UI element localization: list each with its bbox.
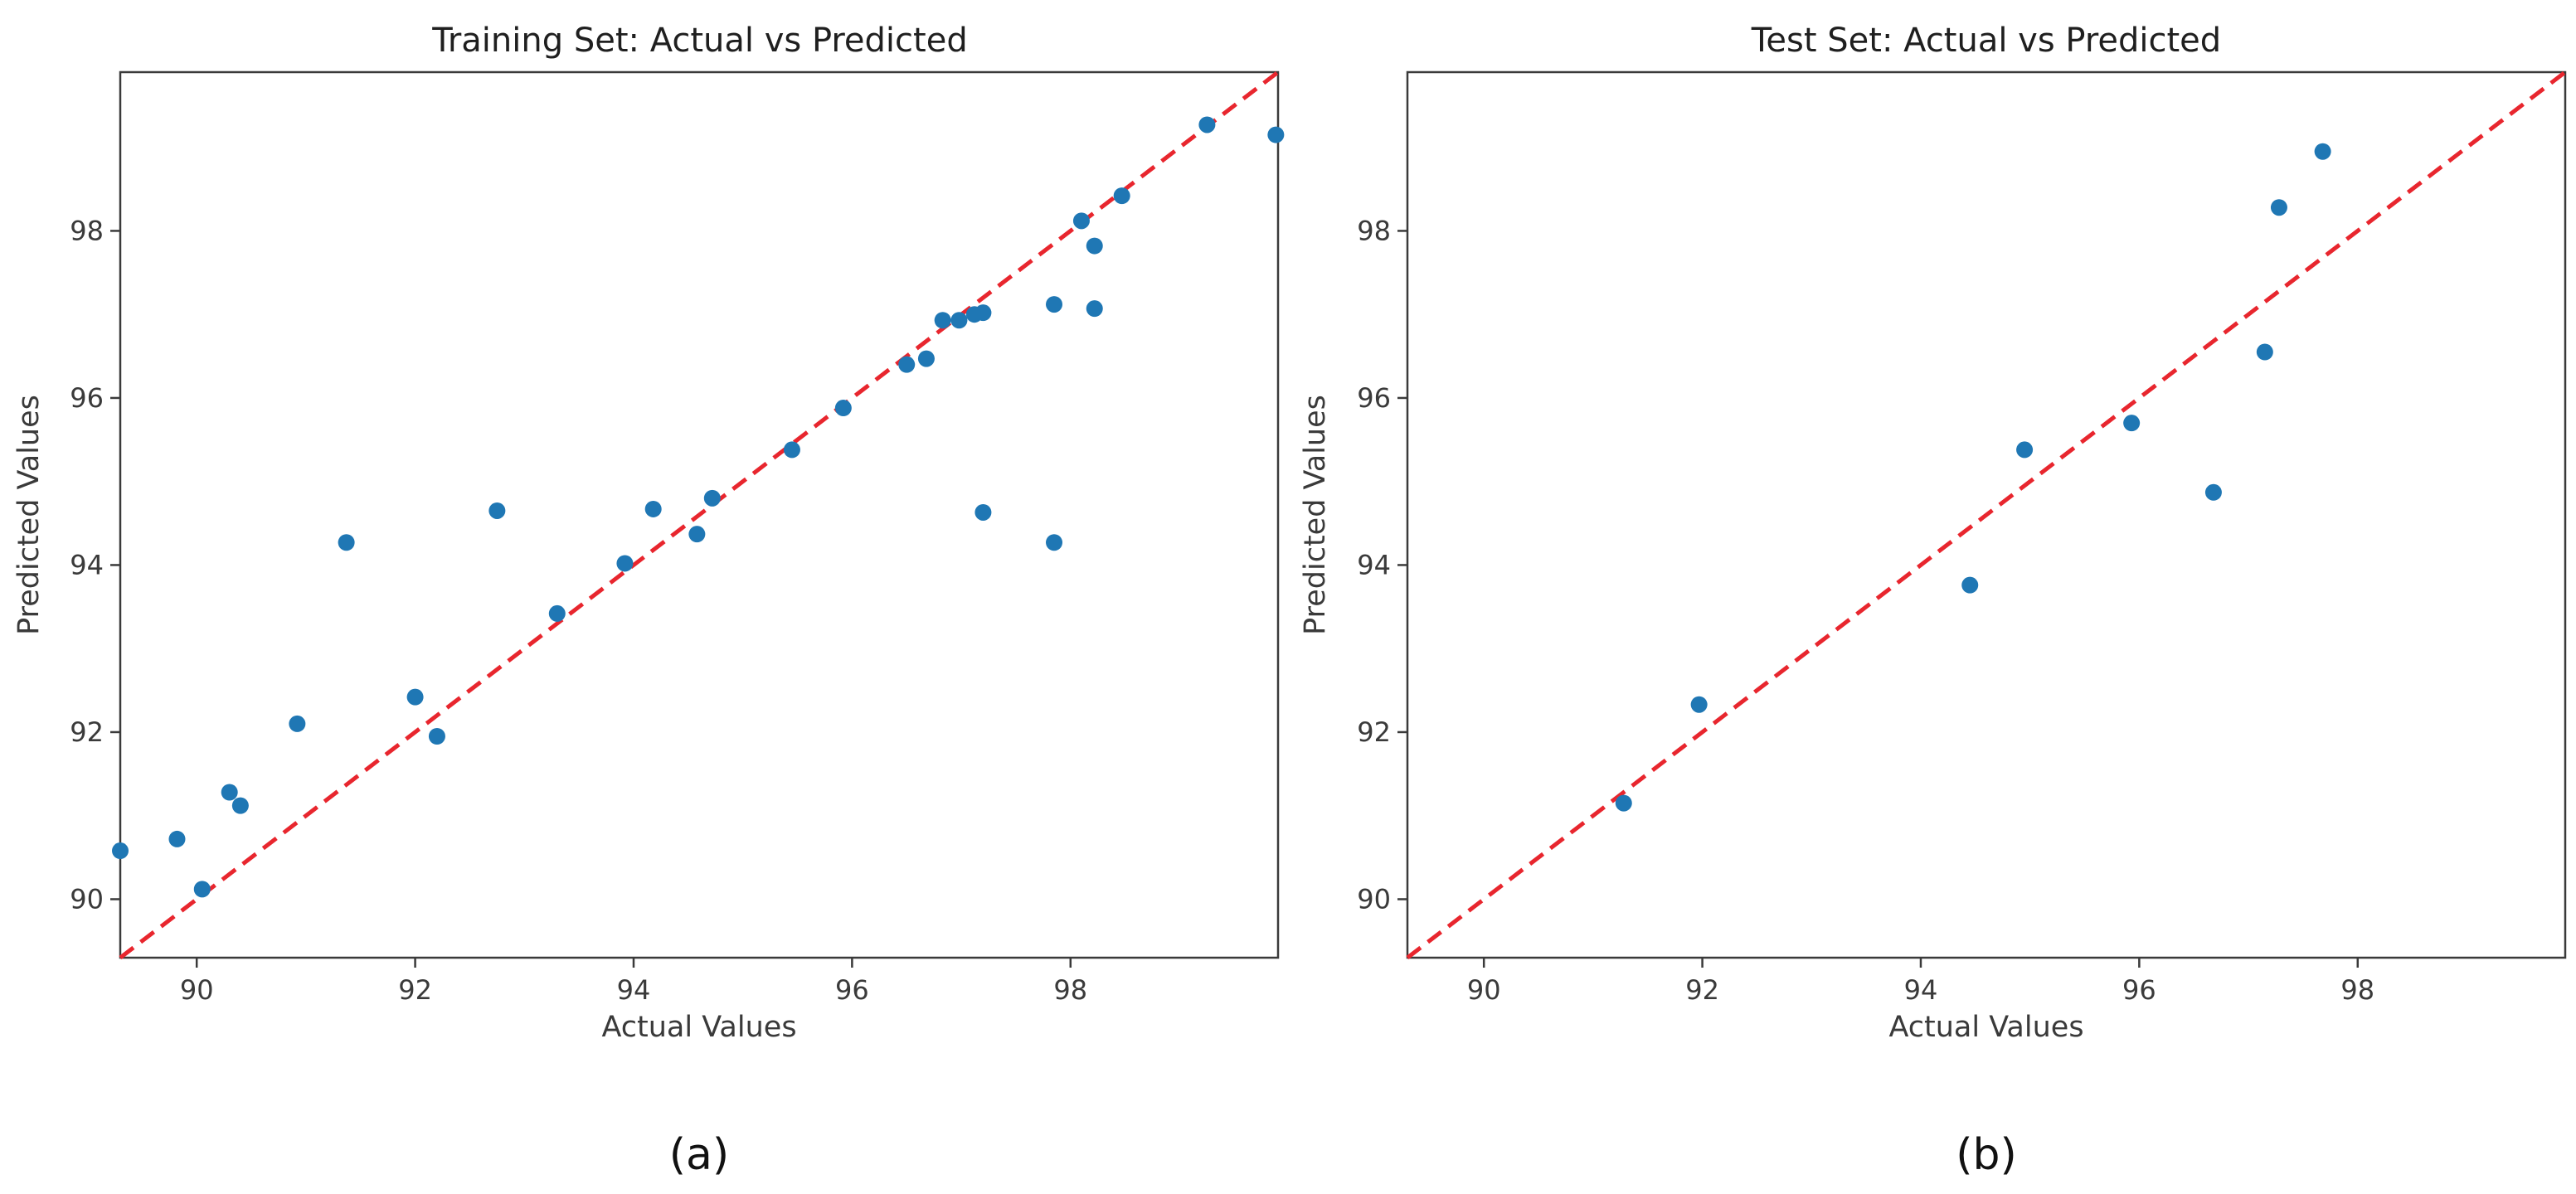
data-point <box>1046 296 1063 313</box>
y-tick-label: 90 <box>1357 883 1391 915</box>
y-axis-ticks: 90 92 94 96 98 <box>1357 215 1407 915</box>
x-axis-label: Actual Values <box>601 1011 796 1044</box>
data-point <box>221 784 238 801</box>
x-axis-ticks: 90 92 94 96 98 <box>180 958 1087 1006</box>
chart-title: Test Set: Actual vs Predicted <box>1751 22 2221 60</box>
data-point <box>338 534 355 551</box>
data-point <box>1690 696 1708 713</box>
x-tick-label: 92 <box>398 974 432 1006</box>
y-tick-label: 96 <box>70 382 104 414</box>
data-point <box>2204 483 2222 501</box>
data-point <box>1086 300 1103 318</box>
x-tick-label: 94 <box>1904 974 1938 1006</box>
data-points <box>112 116 1285 898</box>
plot-area-frame <box>119 70 1280 959</box>
data-point <box>1046 534 1063 551</box>
panel-caption: (a) <box>669 1130 729 1180</box>
x-tick-label: 96 <box>835 974 869 1006</box>
x-axis-ticks: 90 92 94 96 98 <box>1467 958 2374 1006</box>
data-point <box>488 502 506 519</box>
data-point <box>975 503 992 521</box>
data-point <box>1961 576 1979 594</box>
data-point <box>2016 441 2034 459</box>
x-axis-label: Actual Values <box>1888 1011 2083 1044</box>
y-axis-label: Predicted Values <box>1299 395 1332 635</box>
data-point <box>1072 212 1090 230</box>
test-set-panel: Test Set: Actual vs Predicted 90 92 94 96 98… <box>1299 22 2567 1180</box>
data-point <box>1615 794 1632 812</box>
data-point <box>112 842 129 860</box>
x-tick-label: 92 <box>1685 974 1719 1006</box>
x-tick-label: 98 <box>2340 974 2374 1006</box>
data-point <box>231 797 249 814</box>
data-point <box>2270 199 2287 216</box>
data-point <box>193 881 211 898</box>
y-tick-label: 92 <box>70 716 104 748</box>
panel-caption: (b) <box>1956 1130 2017 1180</box>
data-point <box>975 304 992 322</box>
x-tick-label: 90 <box>180 974 214 1006</box>
y-tick-label: 96 <box>1357 382 1391 414</box>
data-points <box>1615 143 2331 812</box>
data-point <box>1198 116 1216 133</box>
y-axis-ticks: 90 92 94 96 98 <box>70 215 120 915</box>
data-point <box>1086 237 1103 255</box>
data-point <box>1113 187 1130 205</box>
data-point <box>834 400 852 417</box>
y-tick-label: 94 <box>1357 549 1391 580</box>
data-point <box>644 500 662 517</box>
chart-title: Training Set: Actual vs Predicted <box>431 22 967 60</box>
x-tick-label: 90 <box>1467 974 1501 1006</box>
y-tick-label: 92 <box>1357 716 1391 748</box>
y-tick-label: 98 <box>70 215 104 246</box>
data-point <box>703 489 721 507</box>
data-point <box>917 350 935 367</box>
data-point <box>616 555 634 572</box>
data-point <box>428 728 445 745</box>
data-point <box>934 312 951 329</box>
data-point <box>2123 415 2141 432</box>
training-set-panel: Training Set: Actual vs Predicted 90 92 94… <box>12 22 1285 1180</box>
y-tick-label: 94 <box>70 549 104 580</box>
data-point <box>168 830 186 847</box>
data-point <box>289 715 306 732</box>
y-tick-label: 98 <box>1357 215 1391 246</box>
data-point <box>688 526 706 543</box>
data-point <box>898 356 916 373</box>
ideal-fit-line <box>1406 70 2567 959</box>
data-point <box>783 441 800 459</box>
data-point <box>406 688 424 706</box>
x-tick-label: 94 <box>617 974 651 1006</box>
data-point <box>1267 126 1285 143</box>
y-tick-label: 90 <box>70 883 104 915</box>
ideal-fit-line <box>119 70 1280 959</box>
data-point <box>548 604 566 622</box>
x-tick-label: 96 <box>2122 974 2156 1006</box>
plot-area-frame <box>1406 70 2567 959</box>
data-point <box>950 312 968 329</box>
data-point <box>2314 143 2331 160</box>
y-axis-label: Predicted Values <box>12 395 46 635</box>
x-tick-label: 98 <box>1053 974 1087 1006</box>
data-point <box>2256 343 2273 361</box>
